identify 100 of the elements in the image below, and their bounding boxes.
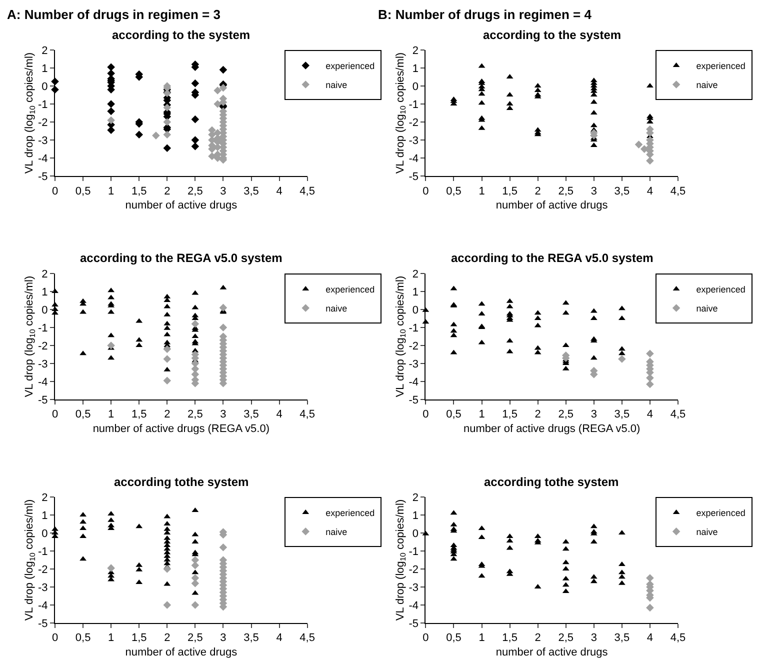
y-tick-label: 2 — [412, 268, 418, 280]
y-tick-label: 1 — [412, 62, 418, 75]
y-tick-label: 0 — [412, 80, 418, 93]
x-axis-title: number of active drugs — [496, 199, 608, 212]
y-tick-label: 2 — [42, 268, 48, 280]
x-tick-label: 4,5 — [670, 185, 686, 198]
y-tick-label: -4 — [38, 152, 48, 165]
y-tick-label: 0 — [42, 80, 48, 93]
x-tick-label: 1,5 — [131, 632, 147, 644]
y-tick-label: -3 — [38, 358, 48, 370]
y-tick-label: 1 — [412, 286, 418, 298]
x-tick-label: 1,5 — [131, 185, 147, 198]
y-tick-label: -1 — [408, 98, 418, 111]
x-tick-label: 0 — [52, 408, 58, 421]
y-tick-label: -2 — [408, 116, 418, 129]
y-tick-label: -5 — [38, 618, 48, 630]
x-tick-label: 2,5 — [188, 185, 203, 198]
y-tick-label: -5 — [38, 394, 48, 406]
y-tick-label: -4 — [38, 376, 48, 388]
legend-label: experienced — [696, 61, 746, 72]
y-tick-label: -1 — [408, 546, 418, 558]
x-tick-label: 1 — [108, 408, 114, 421]
x-axis-title: number of active drugs — [125, 199, 238, 212]
x-tick-label: 1,5 — [502, 408, 518, 421]
y-tick-label: -5 — [408, 618, 418, 630]
text: B: Number of drugs in regimen = 4 — [378, 7, 592, 22]
y-tick-label: -2 — [38, 340, 48, 352]
x-tick-label: 0 — [422, 408, 429, 421]
x-tick-label: 2,5 — [188, 408, 203, 421]
y-tick-label: -4 — [408, 376, 418, 388]
x-tick-label: 3,5 — [614, 408, 630, 421]
x-tick-label: 4 — [646, 185, 654, 198]
x-tick-label: 4,5 — [670, 408, 686, 421]
x-tick-label: 0 — [422, 185, 429, 198]
y-tick-label: 2 — [412, 492, 418, 504]
x-tick-label: 0,5 — [75, 408, 91, 421]
x-tick-label: 2 — [164, 632, 170, 644]
chart-title: according to the system — [483, 28, 622, 42]
y-tick-label: -2 — [408, 564, 418, 576]
x-tick-label: 4,5 — [300, 408, 315, 421]
x-tick-label: 3,5 — [614, 185, 630, 198]
y-tick-label: -1 — [38, 322, 48, 334]
x-tick-label: 1 — [108, 185, 114, 198]
x-tick-label: 4 — [276, 632, 282, 644]
legend-label: experienced — [326, 61, 375, 72]
y-tick-label: -3 — [38, 582, 48, 594]
x-tick-label: 2,5 — [558, 408, 574, 421]
x-tick-label: 2 — [534, 632, 541, 644]
x-tick-label: 2 — [164, 185, 170, 198]
x-axis-title: number of active drugs (REGA v5.0) — [464, 422, 640, 435]
y-tick-label: 0 — [412, 304, 418, 316]
y-tick-label: -4 — [408, 152, 418, 165]
x-tick-label: 3 — [220, 185, 226, 198]
legend-label: naive — [326, 303, 348, 314]
y-tick-label: 2 — [412, 44, 418, 57]
x-tick-label: 3 — [590, 408, 597, 421]
x-tick-label: 4,5 — [670, 632, 686, 644]
y-tick-label: 1 — [42, 510, 48, 522]
x-tick-label: 0 — [422, 632, 429, 644]
x-tick-label: 4 — [276, 408, 282, 421]
y-tick-label: -3 — [408, 582, 418, 594]
x-tick-label: 1 — [108, 632, 114, 644]
y-tick-label: 2 — [42, 44, 48, 57]
y-tick-label: -5 — [38, 170, 48, 183]
x-tick-label: 1,5 — [502, 185, 518, 198]
x-tick-label: 4 — [646, 408, 654, 421]
y-tick-label: -2 — [408, 340, 418, 352]
y-tick-label: -4 — [38, 600, 48, 612]
x-tick-label: 2,5 — [558, 185, 574, 198]
y-tick-label: -5 — [408, 170, 418, 183]
y-tick-label: -1 — [408, 322, 418, 334]
y-tick-label: 1 — [42, 286, 48, 298]
x-tick-label: 0 — [52, 185, 58, 198]
y-tick-label: 2 — [42, 492, 48, 504]
x-tick-label: 4 — [646, 632, 654, 644]
x-tick-label: 1,5 — [502, 632, 518, 644]
legend-label: naive — [696, 80, 718, 90]
y-tick-label: 0 — [42, 528, 48, 540]
y-tick-label: -1 — [38, 98, 48, 111]
legend-label: naive — [696, 303, 718, 314]
x-tick-label: 0,5 — [75, 185, 91, 198]
x-tick-label: 1 — [478, 408, 485, 421]
text: A: Number of drugs in regimen = 3 — [7, 7, 220, 22]
x-tick-label: 0,5 — [446, 185, 462, 198]
x-tick-label: 1 — [478, 632, 485, 644]
x-tick-label: 0 — [52, 632, 58, 644]
x-tick-label: 2 — [164, 408, 170, 421]
x-tick-label: 4 — [276, 185, 282, 198]
x-tick-label: 3 — [220, 408, 226, 421]
chart-title: according to the system — [112, 28, 250, 42]
legend-label: naive — [326, 526, 348, 537]
y-tick-label: 0 — [412, 528, 418, 540]
legend-label: experienced — [326, 508, 375, 518]
x-tick-label: 3,5 — [244, 185, 259, 198]
y-tick-label: -3 — [408, 134, 418, 147]
x-axis-title: number of active drugs (REGA v5.0) — [92, 422, 270, 435]
y-tick-label: -3 — [408, 358, 418, 370]
y-tick-label: -4 — [408, 600, 418, 612]
x-tick-label: 3,5 — [244, 632, 259, 644]
legend-label: experienced — [696, 284, 746, 294]
